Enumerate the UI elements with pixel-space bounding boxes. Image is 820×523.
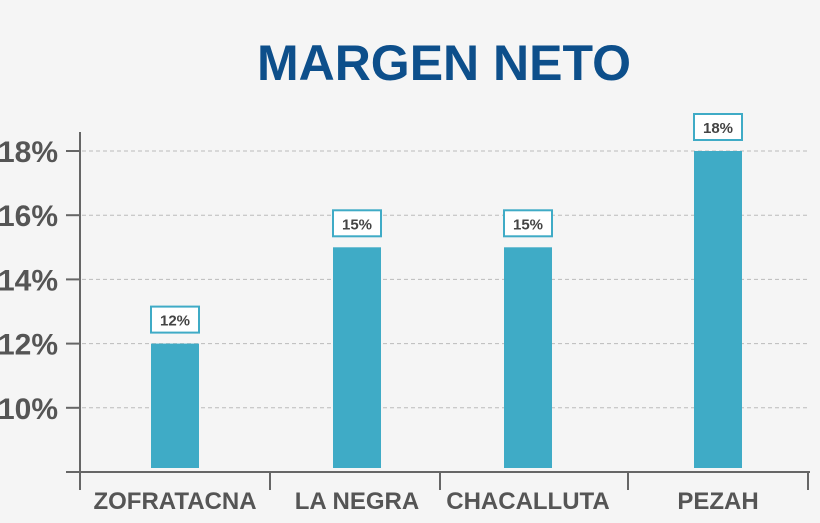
bar-la-negra	[333, 247, 381, 468]
data-label-box	[693, 113, 743, 141]
x-tick-label: CHACALLUTA	[446, 488, 610, 515]
chart-title: MARGEN NETO	[257, 35, 631, 91]
bar-chacalluta	[504, 247, 552, 468]
y-tick-label: 12%	[0, 329, 58, 362]
data-label: 12%	[160, 313, 190, 330]
data-label-box	[150, 305, 200, 334]
bar-pezah	[694, 151, 742, 468]
data-label-box	[332, 209, 382, 238]
bars	[151, 151, 742, 468]
y-tick-label: 16%	[0, 200, 58, 233]
data-label: 15%	[342, 216, 372, 233]
y-axis-ticks: 10% 12% 14% 16% 18%	[0, 136, 80, 426]
y-tick-label: 18%	[0, 136, 58, 169]
y-tick-label: 10%	[0, 393, 58, 426]
x-tick-label: PEZAH	[677, 488, 758, 515]
x-axis-ticks: ZOFRATACNA LA NEGRA CHACALLUTA PEZAH	[93, 488, 758, 515]
data-label-box	[503, 209, 553, 238]
y-tick-label: 14%	[0, 264, 58, 297]
x-tick-label: ZOFRATACNA	[93, 488, 256, 515]
axes	[66, 132, 810, 490]
x-tick-label: LA NEGRA	[295, 488, 419, 515]
bar-zofratacna	[151, 343, 199, 468]
data-label: 18%	[703, 120, 733, 137]
data-label: 15%	[513, 216, 543, 233]
gridlines	[82, 150, 810, 409]
data-labels: 12% 15% 15% 18%	[150, 113, 743, 334]
